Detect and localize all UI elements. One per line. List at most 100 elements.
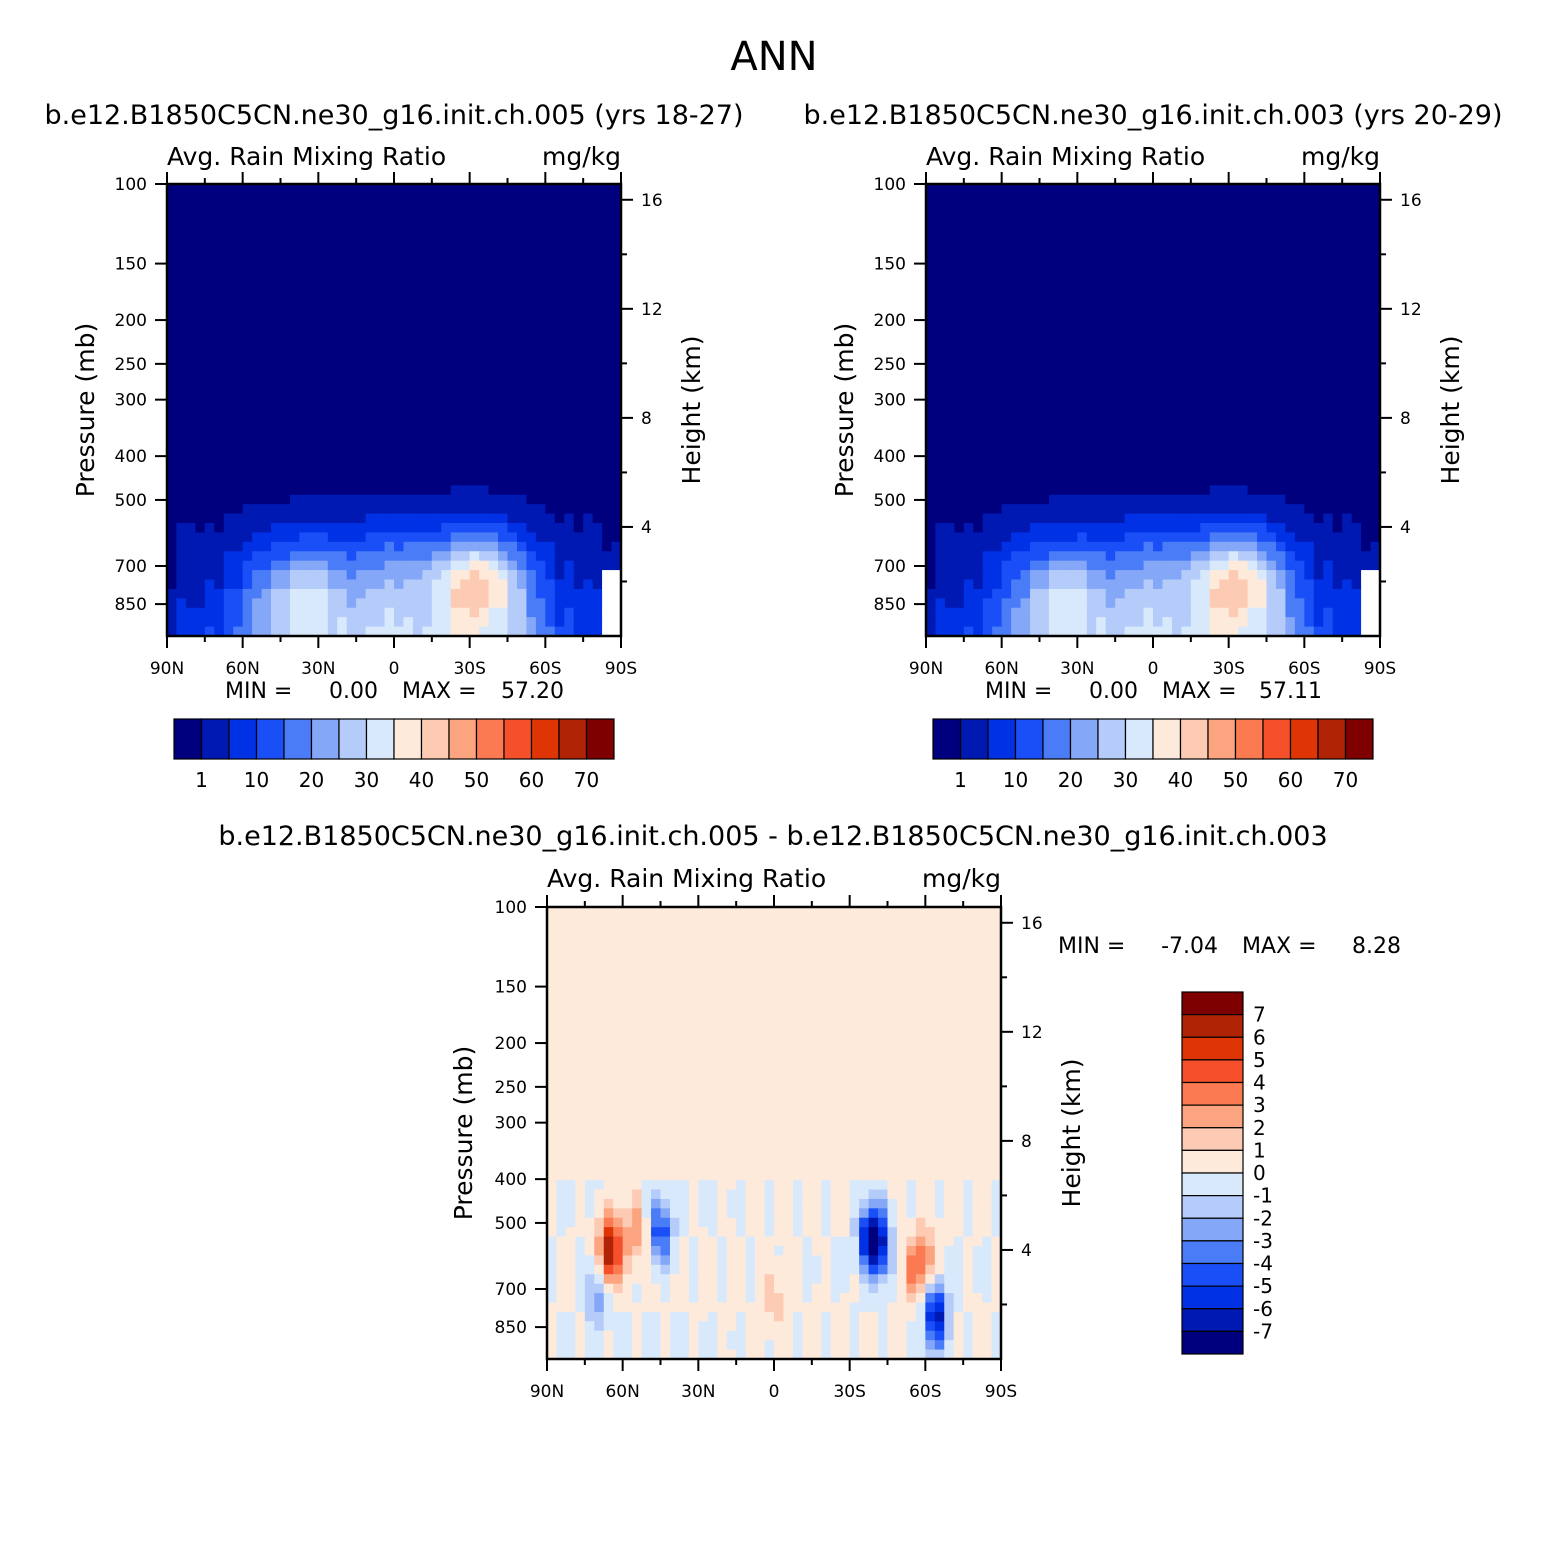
heatmap-cell (356, 353, 367, 364)
heatmap-cell (1304, 212, 1315, 223)
heatmap-cell (356, 579, 367, 590)
heatmap-cell (195, 344, 206, 355)
heatmap-cell (602, 259, 613, 270)
heatmap-cell (1105, 475, 1116, 486)
heatmap-cell (592, 588, 603, 599)
heatmap-cell (1096, 400, 1107, 411)
heatmap-cell (507, 504, 518, 515)
heatmap-cell (545, 221, 556, 232)
heatmap-cell (1285, 410, 1296, 421)
heatmap-cell (1058, 287, 1069, 298)
heatmap-cell (1030, 598, 1041, 609)
heatmap-cell (280, 513, 291, 524)
heatmap-cell (688, 907, 699, 918)
heatmap-cell (375, 372, 386, 383)
heatmap-cell (821, 916, 832, 927)
heatmap-cell (1238, 588, 1249, 599)
heatmap-cell (1105, 626, 1116, 637)
heatmap-cell (611, 334, 622, 345)
heatmap-cell (223, 457, 234, 468)
heatmap-cell (337, 523, 348, 534)
heatmap-cell (1228, 541, 1239, 552)
heatmap-cell (450, 579, 461, 590)
heatmap-cell (1181, 362, 1192, 373)
heatmap-cell (394, 306, 405, 317)
heatmap-cell (488, 231, 499, 242)
heatmap-cell (821, 935, 832, 946)
heatmap-cell (1096, 184, 1107, 195)
colorbar-swatch (420, 718, 450, 760)
heatmap-cell (1228, 249, 1239, 260)
heatmap-cell (375, 532, 386, 543)
heatmap-cell (1323, 221, 1334, 232)
heatmap-cell (384, 278, 395, 289)
heatmap-cell (365, 184, 376, 195)
heatmap-cell (1067, 372, 1078, 383)
heatmap-cell (1030, 287, 1041, 298)
heatmap-cell (167, 579, 178, 590)
heatmap-cell (1134, 475, 1145, 486)
heatmap-cell (394, 523, 405, 534)
heatmap-cell (1048, 278, 1060, 289)
heatmap-cell (1067, 315, 1078, 326)
heatmap-cell (204, 447, 215, 458)
heatmap-cell (460, 184, 471, 195)
heatmap-cell (422, 344, 433, 355)
heatmap-cell (526, 541, 537, 552)
heatmap-cell (223, 400, 234, 411)
heatmap-cell (992, 297, 1003, 308)
heatmap-cell (318, 353, 329, 364)
heatmap-cell (195, 579, 206, 590)
heatmap-cell (441, 513, 452, 524)
heatmap-cell (935, 325, 946, 336)
heatmap-cell (167, 287, 178, 298)
heatmap-cell (1067, 494, 1078, 505)
heatmap-cell (1323, 523, 1334, 534)
heatmap-cell (1067, 457, 1078, 468)
heatmap-cell (460, 353, 471, 364)
heatmap-cell (535, 457, 546, 468)
heatmap-cell (488, 334, 499, 345)
heatmap-cell (233, 391, 244, 402)
heatmap-cell (1162, 504, 1173, 515)
heatmap-cell (167, 381, 178, 392)
y-tick-label: 250 (874, 355, 906, 375)
heatmap-cell (176, 259, 187, 270)
heatmap-cell (223, 617, 234, 628)
heatmap-cell (261, 372, 272, 383)
heatmap-cell (926, 202, 937, 213)
heatmap-cell (1105, 447, 1116, 458)
heatmap-cell (289, 297, 301, 308)
heatmap-cell (573, 541, 584, 552)
heatmap-cell (764, 925, 775, 936)
heatmap-cell (1323, 579, 1334, 590)
heatmap-cell (176, 344, 187, 355)
heatmap-cell (195, 334, 206, 345)
heatmap-cell (1285, 494, 1296, 505)
heatmap-cell (622, 907, 633, 918)
heatmap-cell (375, 391, 386, 402)
heatmap-cell (365, 372, 376, 383)
heatmap-cell (1181, 588, 1192, 599)
heatmap-cell (982, 447, 993, 458)
heatmap-cell (602, 221, 613, 232)
heatmap-cell (1171, 249, 1182, 260)
heatmap-cell (375, 626, 386, 637)
heatmap-cell (498, 184, 509, 195)
heatmap-cell (1011, 362, 1022, 373)
heatmap-cell (1001, 212, 1012, 223)
heatmap-cell (526, 607, 537, 618)
heatmap-cell (878, 916, 889, 927)
heatmap-cell (1020, 570, 1031, 581)
heatmap-cell (963, 344, 974, 355)
heatmap-cell (632, 935, 643, 946)
heatmap-cell (318, 212, 329, 223)
heatmap-cell (1115, 193, 1126, 204)
heatmap-cell (1039, 231, 1050, 242)
heatmap-cell (1275, 447, 1287, 458)
heatmap-cell (1134, 259, 1145, 270)
heatmap-cell (422, 457, 433, 468)
heatmap-cell (944, 249, 955, 260)
heatmap-cell (176, 551, 187, 562)
heatmap-cell (412, 513, 423, 524)
